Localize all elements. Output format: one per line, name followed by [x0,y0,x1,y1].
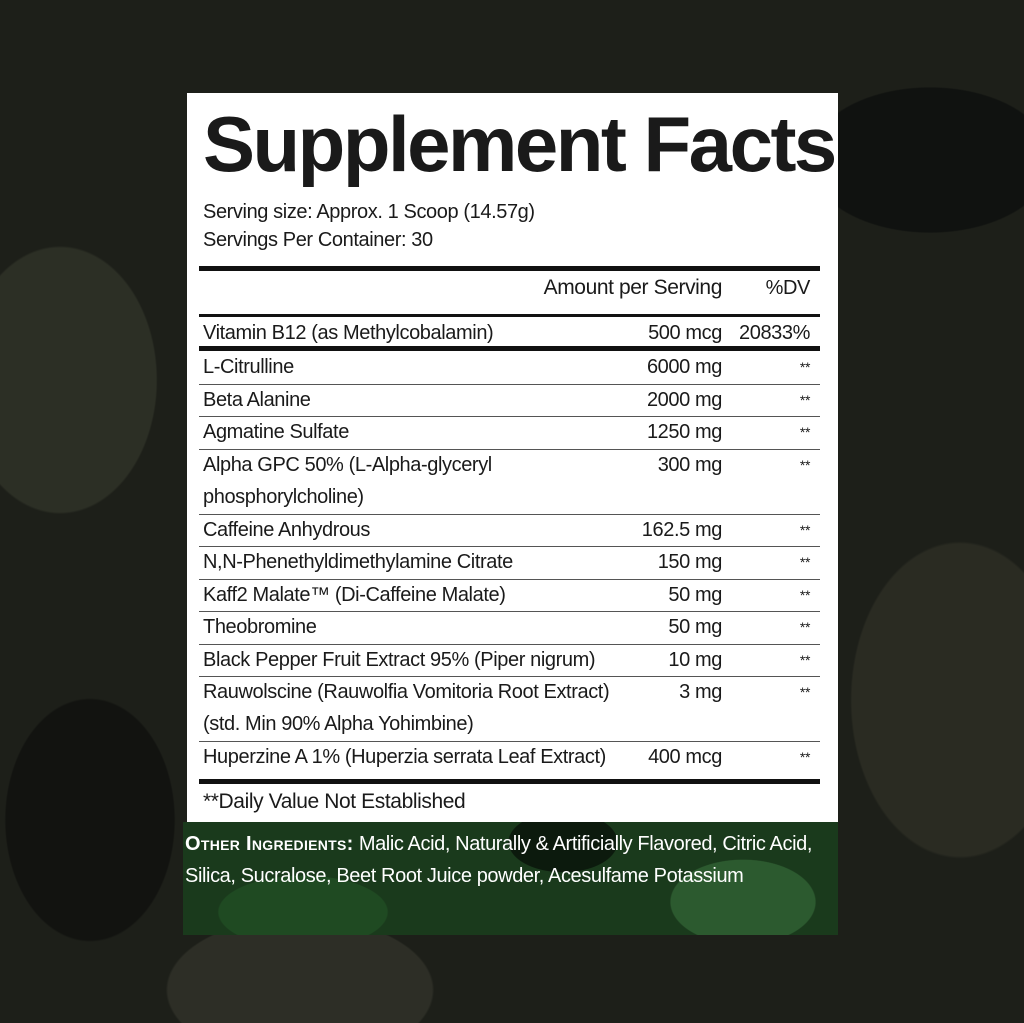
row-divider [199,611,820,612]
row-divider [199,448,820,450]
ingredient-row: Kaff2 Malate™ (Di-Caffeine Malate) 50 mg *… [203,579,810,612]
row-divider [199,578,820,580]
ingredient-name: Huperzine A 1% (Huperzia serrata Leaf Ex… [203,746,606,768]
ingredient-name: Vitamin B12 (as Methylcobalamin) [203,322,494,344]
ingredient-row: Black Pepper Fruit Extract 95% (Piper ni… [203,644,810,677]
ingredient-name: L-Citrulline [203,356,294,378]
ingredient-amount: 300 mg [657,453,723,476]
ingredient-name: Alpha GPC 50% (L-Alpha-glyceryl phosphor… [203,453,492,508]
ingredient-dv: ** [799,651,811,668]
title: Supplement Facts [203,100,837,188]
ingredient-name: Theobromine [203,616,317,638]
ingredient-row: Beta Alanine 2000 mg ** [203,384,810,417]
ingredient-name: Black Pepper Fruit Extract 95% (Piper ni… [203,648,596,671]
ingredient-amount: 1250 mg [646,421,722,443]
ingredient-dv: ** [799,749,811,765]
ingredient-row: Huperzine A 1% (Huperzia serrata Leaf Ex… [203,741,810,774]
ingredient-row: Alpha GPC 50% (L-Alpha-glyceryl phosphor… [203,449,810,514]
ingredient-amount: 50 mg [668,616,722,638]
other-ingredients-label: Other Ingredients: [185,833,354,855]
other-ingredients: Other Ingredients: Malic Acid, Naturally… [183,822,838,935]
ingredient-dv: ** [799,586,811,603]
supplement-facts-panel: Supplement Facts Serving size: Approx. 1… [187,93,838,822]
ingredient-row: Theobromine 50 mg ** [203,611,810,644]
row-divider [199,546,820,547]
footnote: **Daily Value Not Established [203,790,466,813]
serving-size: Serving size: Approx. 1 Scoop (14.57g) [203,201,535,223]
ingredient-name: Agmatine Sulfate [203,421,349,443]
ingredient-amount: 10 mg [668,648,722,671]
divider-thick [199,346,820,351]
other-ingredients-text: Malic Acid, Naturally & Artificially Fla… [185,833,813,887]
row-divider [199,741,820,742]
ingredient-dv: 20833% [739,322,810,344]
ingredient-name: N,N-Phenethyldimethylamine Citrate [203,551,513,573]
ingredient-amount: 50 mg [668,583,722,606]
divider-thick [199,779,820,784]
ingredient-dv: ** [799,521,811,538]
ingredient-dv: ** [799,619,811,635]
ingredient-row: N,N-Phenethyldimethylamine Citrate 150 mg… [203,546,810,579]
ingredient-dv: ** [799,424,811,440]
ingredient-amount: 400 mcg [648,746,722,768]
servings-per-container: Servings Per Container: 30 [203,229,433,251]
ingredient-amount: 500 mcg [648,322,722,344]
ingredient-dv: ** [799,359,811,375]
dv-header: %DV [765,277,811,299]
divider [199,314,820,317]
ingredient-name: Rauwolscine (Rauwolfia Vomitoria Root Ex… [203,681,610,735]
row-divider [199,643,820,645]
ingredient-amount: 150 mg [657,551,723,573]
amount-header: Amount per Serving [543,276,723,299]
ingredient-name: Kaff2 Malate™ (Di-Caffeine Malate) [203,583,506,606]
ingredient-row: Agmatine Sulfate 1250 mg ** [203,416,810,449]
ingredient-row: Rauwolscine (Rauwolfia Vomitoria Root Ex… [203,676,810,741]
ingredient-name: Caffeine Anhydrous [203,518,370,541]
ingredient-name: Beta Alanine [203,388,311,411]
ingredient-amount: 6000 mg [646,356,722,378]
ingredient-dv: ** [799,391,811,408]
row-divider [199,513,820,515]
ingredient-row: Caffeine Anhydrous 162.5 mg ** [203,514,810,547]
ingredient-row: L-Citrulline 6000 mg ** [203,351,810,384]
divider-thick [199,266,820,271]
ingredient-amount: 3 mg [679,681,722,703]
ingredient-dv: ** [799,554,811,570]
ingredient-amount: 2000 mg [646,388,722,411]
row-divider [199,676,820,677]
ingredient-dv: ** [799,684,811,700]
ingredient-dv: ** [799,456,811,473]
row-divider [199,416,820,417]
row-divider [199,383,820,385]
ingredient-amount: 162.5 mg [641,518,723,541]
